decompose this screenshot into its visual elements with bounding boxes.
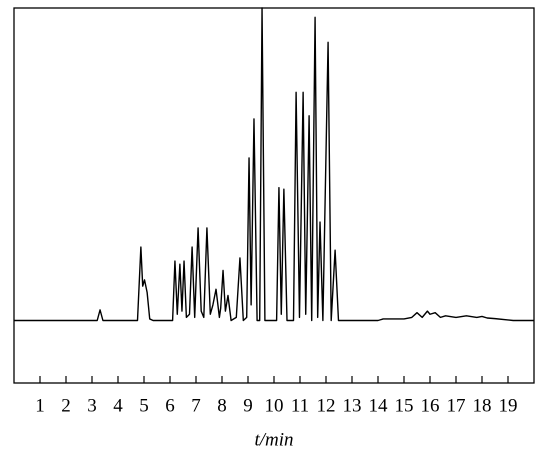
x-tick-label: 1 <box>35 395 45 416</box>
x-tick-label: 4 <box>113 395 123 416</box>
x-tick-label: 15 <box>395 395 414 416</box>
x-tick-label: 12 <box>317 395 336 416</box>
x-tick-label: 10 <box>265 395 284 416</box>
x-tick-label: 9 <box>243 395 253 416</box>
x-tick-label: 17 <box>447 395 466 416</box>
plot-frame <box>13 7 535 384</box>
x-tick-label: 14 <box>369 395 389 416</box>
x-tick-label: 11 <box>291 395 309 416</box>
x-axis-label: t/min <box>254 429 293 450</box>
x-tick-label: 8 <box>217 395 227 416</box>
x-tick-label: 6 <box>165 395 175 416</box>
x-tick-label: 13 <box>343 395 362 416</box>
x-tick-label: 5 <box>139 395 149 416</box>
x-tick-label: 18 <box>473 395 492 416</box>
chromatogram-line <box>14 7 534 322</box>
x-tick-label: 19 <box>499 395 518 416</box>
x-tick-label: 2 <box>61 395 71 416</box>
x-tick-label: 16 <box>421 395 440 416</box>
x-tick-label: 7 <box>191 395 201 416</box>
x-tick-label: 3 <box>87 395 97 416</box>
